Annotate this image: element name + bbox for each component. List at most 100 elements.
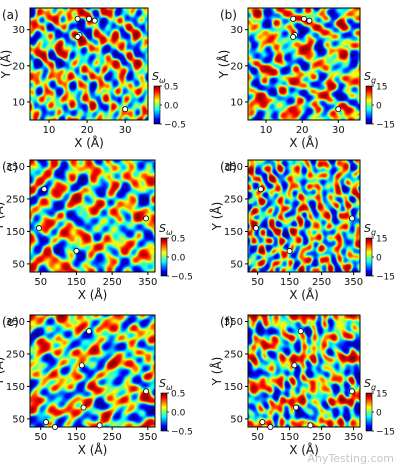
x-axis-label: X (Å) — [78, 287, 108, 302]
colorbar-label: Sω — [159, 377, 173, 392]
y-tick-label: 50 — [12, 414, 25, 425]
atom-marker — [306, 17, 313, 24]
colorbar-label: Sg — [364, 222, 376, 237]
atom-marker — [290, 33, 297, 40]
y-tick-label: 350 — [6, 162, 25, 173]
atom-marker — [290, 15, 297, 22]
watermark-text: AnyTesting.com — [307, 452, 394, 465]
x-tick-label: 20 — [81, 125, 94, 136]
x-tick-label: 30 — [332, 125, 345, 136]
atom-marker — [292, 404, 299, 411]
atom-marker — [122, 106, 129, 113]
atom-marker — [291, 362, 298, 369]
colorbar-gradient — [365, 85, 373, 125]
x-tick-label: 250 — [103, 432, 122, 443]
atom-marker — [91, 17, 98, 24]
y-tick-label: 150 — [6, 227, 25, 238]
atom-marker — [74, 15, 81, 22]
atom-marker — [267, 423, 274, 430]
atom-marker — [86, 15, 93, 22]
colorbar-tick-label: 0.0 — [171, 254, 186, 264]
x-tick-label: 250 — [312, 432, 331, 443]
atom-marker — [300, 15, 307, 22]
colorbar-tick-label: 0.5 — [164, 83, 178, 93]
heatmap-image — [248, 8, 360, 120]
y-tick-label: 30 — [230, 25, 243, 36]
colorbar-tick-label: −0.5 — [171, 273, 193, 283]
atom-marker — [78, 362, 85, 369]
axes-frame — [247, 159, 361, 273]
colorbar-gradient — [160, 237, 168, 277]
colorbar-tick-label: 0.0 — [164, 102, 179, 112]
atom-marker — [259, 419, 266, 426]
x-tick-label: 350 — [138, 432, 157, 443]
x-tick-label: 250 — [312, 277, 331, 288]
y-tick-label: 150 — [6, 382, 25, 393]
axes-frame — [29, 7, 149, 121]
x-tick-label: 10 — [43, 125, 56, 136]
heatmap-image — [248, 160, 360, 272]
atom-marker — [257, 186, 264, 193]
colorbar-tick-label: −15 — [376, 121, 395, 131]
axes-frame — [29, 159, 156, 273]
y-tick-label: 250 — [6, 194, 25, 205]
colorbar-tick-label: 0 — [376, 102, 382, 112]
colorbar: Sω0.5 0.0 −0.5 — [159, 222, 193, 283]
atom-marker — [297, 328, 304, 335]
x-tick-label: 50 — [34, 277, 47, 288]
colorbar-tick-label: 0 — [376, 409, 382, 419]
y-tick-label: 50 — [230, 414, 243, 425]
colorbar-gradient — [365, 237, 373, 277]
x-tick-label: 250 — [103, 277, 122, 288]
panel-label: (d) — [220, 160, 237, 174]
y-tick-label: 50 — [230, 259, 243, 270]
axes-frame — [247, 314, 361, 428]
colorbar-tick-label: 0.0 — [171, 409, 186, 419]
y-tick-label: 150 — [224, 382, 243, 393]
colorbar-tick-label: 15 — [376, 235, 387, 245]
y-tick-label: 20 — [230, 61, 243, 72]
x-tick-label: 350 — [344, 277, 363, 288]
colorbar-tick-label: 0.5 — [171, 235, 185, 245]
x-axis-label: X (Å) — [78, 442, 108, 457]
x-tick-label: 50 — [34, 432, 47, 443]
heatmap-image — [30, 160, 155, 272]
y-tick-label: 20 — [12, 61, 25, 72]
colorbar-tick-label: 15 — [376, 390, 387, 400]
colorbar-tick-label: 0.5 — [171, 390, 185, 400]
atom-marker — [52, 423, 59, 430]
y-tick-label: 10 — [12, 97, 25, 108]
x-tick-label: 50 — [251, 277, 264, 288]
y-tick-label: 30 — [12, 25, 25, 36]
atom-marker — [74, 33, 81, 40]
panel-label: (e) — [2, 315, 19, 329]
colorbar-gradient — [153, 85, 161, 125]
panel-c: 50 150 250 350 50 150 250 350 X (Å) Y (Å) (c) Sω0.5… — [0, 159, 193, 302]
y-tick-label: 250 — [224, 349, 243, 360]
atom-marker — [41, 186, 48, 193]
x-tick-label: 10 — [260, 125, 273, 136]
colorbar-tick-label: −15 — [376, 428, 395, 438]
panel-e: 50 150 250 350 50 150 250 350 X (Å) Y (Å) (e) Sω0.5… — [0, 314, 193, 457]
colorbar-label: Sω — [159, 222, 173, 237]
atom-marker — [35, 225, 42, 232]
y-tick-label: 150 — [224, 227, 243, 238]
x-axis-label: X (Å) — [289, 135, 319, 150]
x-axis-label: X (Å) — [74, 135, 104, 150]
y-axis-label: Y (Å) — [0, 50, 13, 80]
y-axis-label: Y (Å) — [0, 357, 6, 387]
atom-marker — [335, 106, 342, 113]
atom-marker — [286, 247, 293, 254]
x-tick-label: 150 — [67, 277, 86, 288]
heatmap-image — [30, 8, 148, 120]
x-tick-label: 350 — [344, 432, 363, 443]
y-tick-label: 10 — [230, 97, 243, 108]
panel-label: (a) — [2, 8, 19, 22]
colorbar-label: Sg — [364, 377, 376, 392]
x-tick-label: 30 — [119, 125, 132, 136]
